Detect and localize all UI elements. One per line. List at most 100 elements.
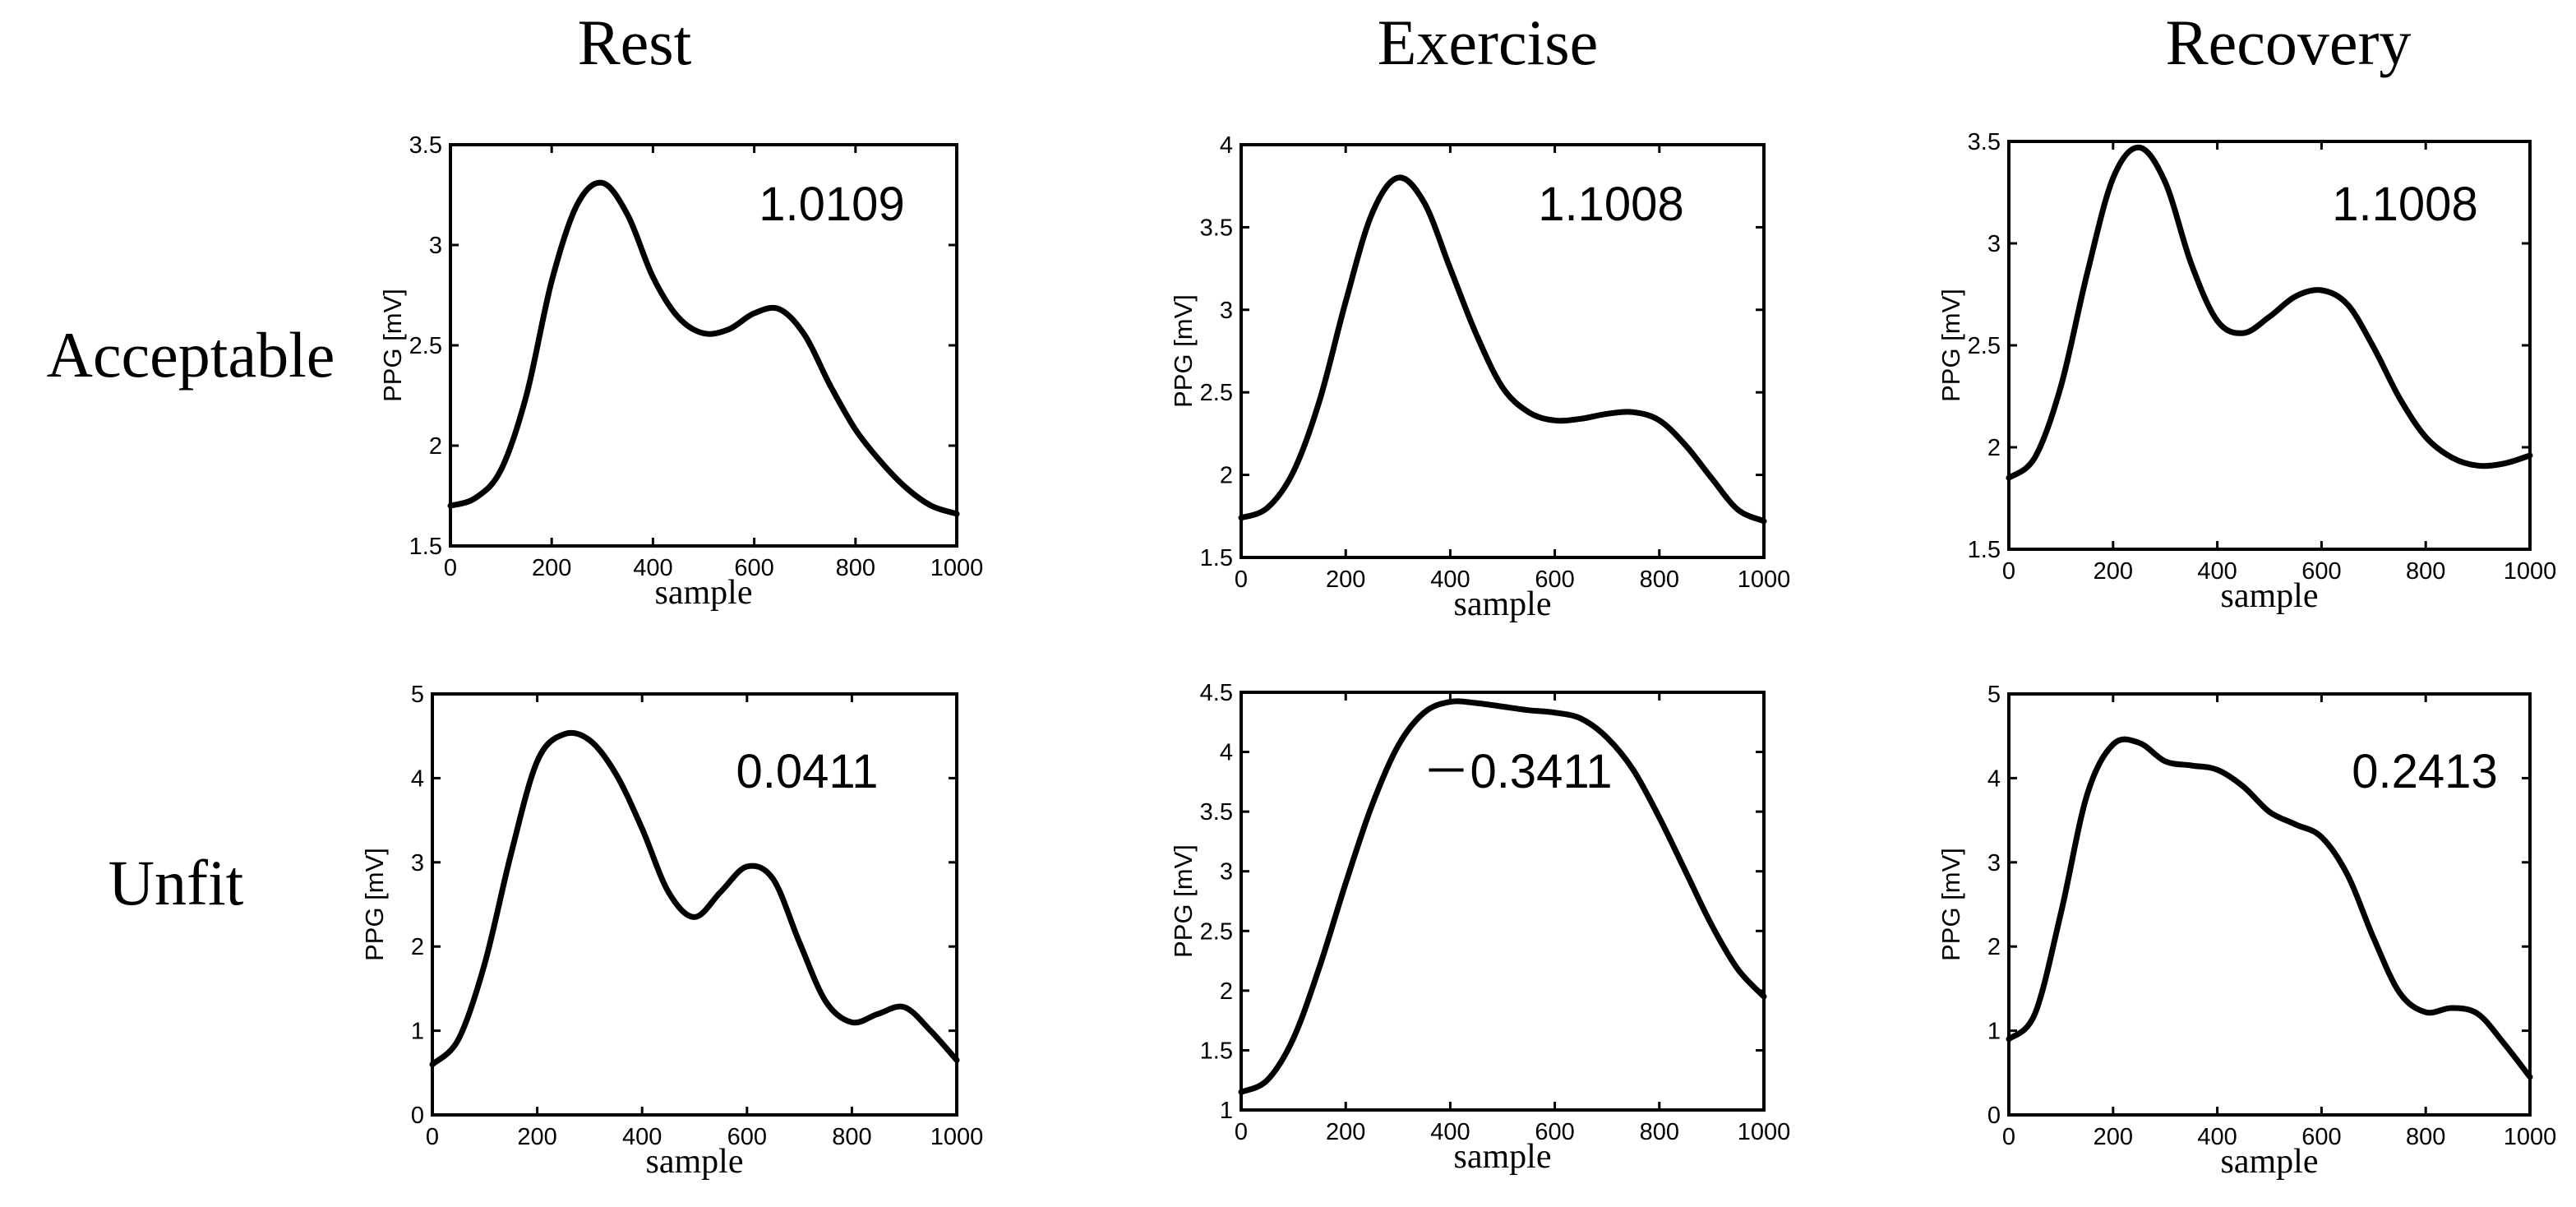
x-tick-label: 400 bbox=[1430, 1119, 1470, 1145]
y-tick-label: 3.5 bbox=[1200, 799, 1233, 825]
plot-frame bbox=[1240, 691, 1766, 1112]
panel-acceptable-recovery: 0 200 400 600 800 1000 1.5 2 2.5 3 3.5 sample PPG [m… bbox=[1937, 129, 2556, 615]
y-tick-label: 5 bbox=[1987, 682, 2001, 708]
y-tick-label: 1 bbox=[1987, 1019, 2001, 1045]
x-tick-label: 1000 bbox=[930, 1124, 984, 1150]
y-tick-label: 2 bbox=[1987, 435, 2001, 461]
annotation-value: －0.3411 bbox=[1422, 745, 1612, 798]
x-tick-label: 600 bbox=[727, 1124, 767, 1150]
column-title-rest: Rest bbox=[578, 7, 692, 78]
y-tick-label: 2.5 bbox=[1200, 918, 1233, 945]
panel-unfit-recovery: 0 200 400 600 800 1000 0 1 2 3 4 5 sample PPG [mV] 0.2… bbox=[1937, 682, 2556, 1181]
x-tick-label: 0 bbox=[2002, 558, 2015, 585]
y-axis-label: PPG [mV] bbox=[1169, 844, 1198, 958]
y-tick-label: 2.5 bbox=[1968, 333, 2001, 359]
y-tick-label: 2.5 bbox=[1200, 380, 1233, 406]
panel-unfit-rest: 0 200 400 600 800 1000 0 1 2 3 4 5 sample PPG [mV] 0.0… bbox=[360, 682, 983, 1181]
y-tick-label: 2 bbox=[1220, 978, 1233, 1005]
y-tick-label: 4 bbox=[1220, 740, 1233, 766]
x-tick-label: 600 bbox=[2301, 558, 2341, 585]
x-tick-label: 600 bbox=[734, 555, 773, 581]
y-tick-label: 4.5 bbox=[1200, 680, 1233, 706]
figure-labels: Rest Exercise Recovery Acceptable Unfit bbox=[47, 7, 2412, 918]
series-line-ppg bbox=[1238, 698, 1767, 1095]
y-tick-label: 3 bbox=[1987, 231, 2001, 257]
y-tick-label: 1.5 bbox=[1200, 545, 1233, 571]
y-axis-label: PPG [mV] bbox=[1937, 848, 1965, 961]
x-tick-label: 800 bbox=[2406, 558, 2445, 585]
y-tick-label: 3.5 bbox=[1200, 215, 1233, 241]
annotation-value: 0.2413 bbox=[2352, 745, 2497, 798]
y-tick-label: 3.5 bbox=[1968, 129, 2001, 155]
x-tick-label: 0 bbox=[426, 1124, 439, 1150]
x-tick-label: 1000 bbox=[2504, 558, 2557, 585]
panel-acceptable-rest: 0 200 400 600 800 1000 1.5 2 2.5 3 3.5 sample PPG [m… bbox=[378, 132, 983, 612]
series-line-ppg bbox=[429, 729, 960, 1068]
y-tick-label: 1.5 bbox=[1200, 1038, 1233, 1064]
annotation-value: 1.0109 bbox=[759, 178, 904, 231]
y-tick-label: 2 bbox=[411, 934, 424, 960]
x-tick-label: 1000 bbox=[1738, 567, 1791, 593]
x-tick-label: 200 bbox=[2094, 1124, 2133, 1150]
y-tick-label: 4 bbox=[1220, 132, 1233, 159]
x-axis-label: sample bbox=[1454, 585, 1552, 623]
annotation-value: 0.0411 bbox=[736, 745, 878, 798]
x-tick-label: 0 bbox=[2002, 1124, 2015, 1150]
x-tick-label: 600 bbox=[1535, 567, 1574, 593]
y-tick-label: 0 bbox=[411, 1103, 424, 1129]
y-tick-label: 2 bbox=[1220, 463, 1233, 489]
panel-unfit-exercise: 0 200 400 600 800 1000 1 1.5 2 2.5 3 3.5 4 4.5 sample P… bbox=[1169, 680, 1790, 1176]
x-tick-label: 0 bbox=[1235, 1119, 1248, 1145]
y-tick-label: 1 bbox=[411, 1019, 424, 1045]
annotation-value: 1.1008 bbox=[1538, 178, 1683, 231]
plot-frame bbox=[431, 692, 958, 1117]
row-title-acceptable: Acceptable bbox=[47, 319, 335, 391]
x-tick-label: 0 bbox=[1235, 567, 1248, 593]
x-tick-label: 600 bbox=[1535, 1119, 1574, 1145]
x-tick-label: 0 bbox=[444, 555, 457, 581]
annotation-value: 1.1008 bbox=[2332, 178, 2477, 231]
x-tick-label: 1000 bbox=[2504, 1124, 2557, 1150]
y-tick-label: 4 bbox=[411, 765, 424, 792]
series-line-ppg bbox=[1238, 174, 1767, 525]
x-axis-label: sample bbox=[1454, 1138, 1552, 1176]
y-tick-label: 2 bbox=[1987, 934, 2001, 960]
series-line-ppg bbox=[2006, 144, 2533, 481]
x-tick-label: 800 bbox=[1640, 567, 1679, 593]
x-tick-label: 1000 bbox=[1738, 1119, 1791, 1145]
x-tick-label: 200 bbox=[532, 555, 571, 581]
x-tick-label: 800 bbox=[836, 555, 875, 581]
y-tick-label: 3 bbox=[1987, 850, 2001, 876]
x-axis-label: sample bbox=[655, 574, 753, 612]
y-axis-label: PPG [mV] bbox=[1169, 294, 1198, 408]
column-title-recovery: Recovery bbox=[2166, 7, 2412, 78]
x-tick-label: 800 bbox=[2406, 1124, 2445, 1150]
x-axis-label: sample bbox=[2221, 1143, 2319, 1181]
x-tick-label: 200 bbox=[517, 1124, 556, 1150]
x-tick-label: 400 bbox=[2197, 558, 2237, 585]
x-tick-label: 400 bbox=[2197, 1124, 2237, 1150]
y-tick-label: 1.5 bbox=[409, 534, 442, 560]
x-axis-label: sample bbox=[646, 1143, 744, 1181]
y-tick-label: 3 bbox=[429, 233, 442, 259]
row-title-unfit: Unfit bbox=[108, 847, 244, 918]
y-tick-label: 2 bbox=[429, 433, 442, 460]
y-axis-label: PPG [mV] bbox=[1937, 289, 1965, 402]
y-tick-label: 3 bbox=[1220, 298, 1233, 324]
y-tick-label: 0 bbox=[1987, 1103, 2001, 1129]
y-tick-label: 4 bbox=[1987, 765, 2001, 792]
x-tick-label: 800 bbox=[1640, 1119, 1679, 1145]
x-tick-label: 400 bbox=[622, 1124, 662, 1150]
x-tick-label: 400 bbox=[1430, 567, 1470, 593]
x-tick-label: 400 bbox=[633, 555, 672, 581]
x-tick-label: 800 bbox=[832, 1124, 871, 1150]
y-axis-label: PPG [mV] bbox=[360, 848, 389, 961]
x-tick-label: 200 bbox=[1326, 1119, 1365, 1145]
x-tick-label: 1000 bbox=[930, 555, 984, 581]
panel-acceptable-exercise: 0 200 400 600 800 1000 1.5 2 2.5 3 3.5 4 sample PPG [… bbox=[1169, 132, 1790, 623]
series-line-ppg bbox=[447, 179, 960, 517]
x-tick-label: 600 bbox=[2301, 1124, 2341, 1150]
y-tick-label: 3 bbox=[1220, 859, 1233, 886]
